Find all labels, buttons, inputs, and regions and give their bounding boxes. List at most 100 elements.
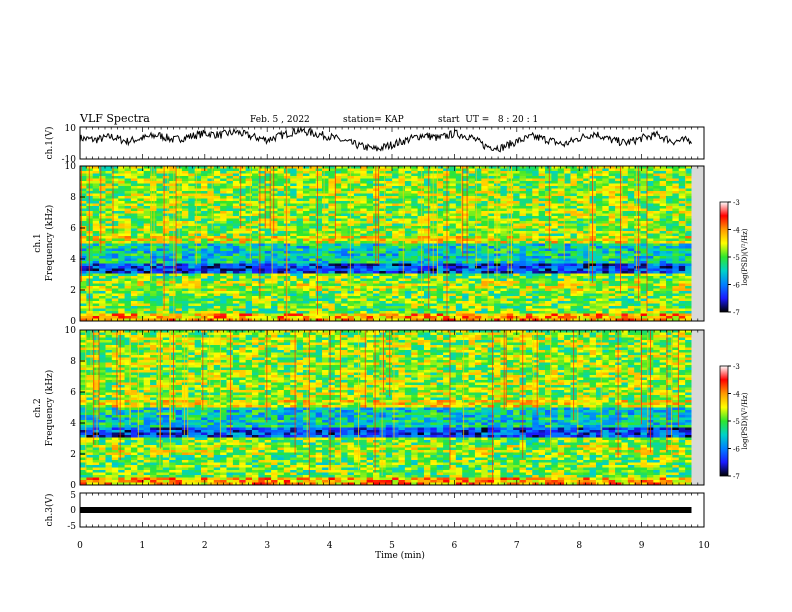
- spectrogram-cell: [373, 231, 380, 234]
- spectrogram-cell: [226, 231, 234, 234]
- spectrogram-cell: [404, 276, 412, 279]
- spectrogram-cell: [506, 183, 514, 187]
- spectrogram-cell: [213, 271, 221, 274]
- spectrogram-cell: [118, 213, 125, 217]
- spectrogram-cell: [143, 256, 151, 259]
- spectrogram-cell: [232, 218, 240, 222]
- spectrogram-cell: [430, 176, 438, 179]
- spectrogram-cell: [360, 198, 368, 202]
- spectrogram-cell: [353, 253, 361, 257]
- spectrogram-cell: [653, 276, 661, 279]
- spectrogram-cell: [137, 221, 145, 224]
- spectrogram-cell: [398, 263, 406, 267]
- spectrogram-cell: [666, 271, 673, 274]
- spectrogram-cell: [353, 246, 361, 249]
- spectrogram-cell: [92, 286, 100, 289]
- spectrogram-cell: [398, 253, 406, 257]
- spectrogram-cell: [551, 263, 559, 267]
- spectrogram-cell: [423, 196, 431, 199]
- spectrogram-cell: [487, 281, 495, 284]
- spectrogram-cell: [124, 276, 132, 279]
- spectrogram-cell: [436, 233, 444, 237]
- spectrogram-cell: [672, 201, 680, 204]
- spectrogram-cell: [271, 288, 278, 292]
- spectrogram-cell: [258, 211, 266, 214]
- spectrogram-cell: [181, 248, 189, 252]
- spectrogram-cell: [373, 293, 380, 297]
- spectrogram-cell: [373, 258, 380, 262]
- spectrogram-cell: [449, 168, 457, 172]
- spectrogram-cell: [207, 198, 215, 202]
- spectrogram-cell: [194, 206, 202, 209]
- spectrogram-cell: [436, 268, 444, 272]
- spectrogram-cell: [80, 191, 87, 194]
- spectrogram-cell: [322, 173, 329, 177]
- spectrogram-cell: [513, 271, 520, 274]
- spectrogram-cell: [245, 211, 253, 214]
- spectrogram-cell: [551, 196, 559, 199]
- spectrogram-cell: [258, 251, 266, 254]
- spectrogram-cell: [162, 183, 170, 187]
- spectrogram-cell: [583, 251, 590, 254]
- spectrogram-cell: [398, 233, 406, 237]
- spectrogram-cell: [487, 203, 495, 207]
- spectrogram-cell: [538, 268, 546, 272]
- spectrogram-cell: [201, 193, 208, 197]
- spectrogram-cell: [226, 261, 234, 264]
- spectrogram-cell: [678, 266, 686, 269]
- spectrogram-cell: [353, 181, 361, 184]
- spectrogram-cell: [143, 293, 151, 297]
- spectrogram-cell: [487, 186, 495, 189]
- spectrogram-cell: [156, 233, 164, 237]
- spectrogram-cell: [360, 226, 368, 229]
- spectrogram-cell: [385, 268, 393, 272]
- spectrogram-cell: [80, 218, 87, 222]
- spectrogram-cell: [156, 213, 164, 217]
- spectrogram-cell: [519, 193, 527, 197]
- spectrogram-cell: [239, 256, 247, 259]
- spectrogram-cell: [353, 281, 361, 284]
- spectrogram-cell: [290, 196, 297, 199]
- spectrogram-cell: [462, 186, 469, 189]
- spectrogram-cell: [290, 256, 297, 259]
- spectrogram-cell: [627, 268, 635, 272]
- spectrogram-cell: [347, 221, 355, 224]
- spectrogram-cell: [137, 243, 145, 247]
- spectrogram-cell: [309, 186, 317, 189]
- spectrogram-cell: [258, 181, 266, 184]
- spectrogram-cell: [143, 171, 151, 174]
- spectrogram-cell: [137, 263, 145, 267]
- spectrogram-cell: [328, 176, 336, 179]
- spectrogram-cell: [264, 248, 272, 252]
- spectrogram-cell: [296, 188, 304, 192]
- spectrogram-cell: [302, 201, 310, 204]
- spectrogram-cell: [296, 221, 304, 224]
- spectrogram-cell: [296, 256, 304, 259]
- spectrogram-cell: [525, 181, 533, 184]
- spectrogram-cell: [436, 218, 444, 222]
- spectrogram-cell: [277, 291, 285, 294]
- spectrogram-cell: [551, 183, 559, 187]
- spectrogram-cell: [296, 211, 304, 214]
- spectrogram-cell: [423, 246, 431, 249]
- spectrogram-cell: [564, 256, 571, 259]
- spectrogram-cell: [443, 243, 450, 247]
- spectrogram-cell: [105, 191, 113, 194]
- spectrogram-cell: [213, 206, 221, 209]
- spectrogram-cell: [181, 233, 189, 237]
- spectrogram-cell: [347, 273, 355, 277]
- spectrogram-cell: [213, 226, 221, 229]
- spectrogram-cell: [194, 208, 202, 212]
- spectrogram-cell: [487, 246, 495, 249]
- spectrogram-cell: [213, 278, 221, 282]
- spectrogram-cell: [309, 168, 317, 172]
- spectrogram-cell: [455, 228, 463, 232]
- spectrogram-cell: [239, 178, 247, 182]
- spectrogram-cell: [328, 288, 336, 292]
- spectrogram-cell: [640, 271, 648, 274]
- spectrogram-cell: [232, 203, 240, 207]
- spectrogram-cell: [188, 196, 196, 199]
- spectrogram-cell: [564, 243, 571, 247]
- spectrogram-cell: [468, 183, 476, 187]
- spectrogram-cell: [188, 258, 196, 262]
